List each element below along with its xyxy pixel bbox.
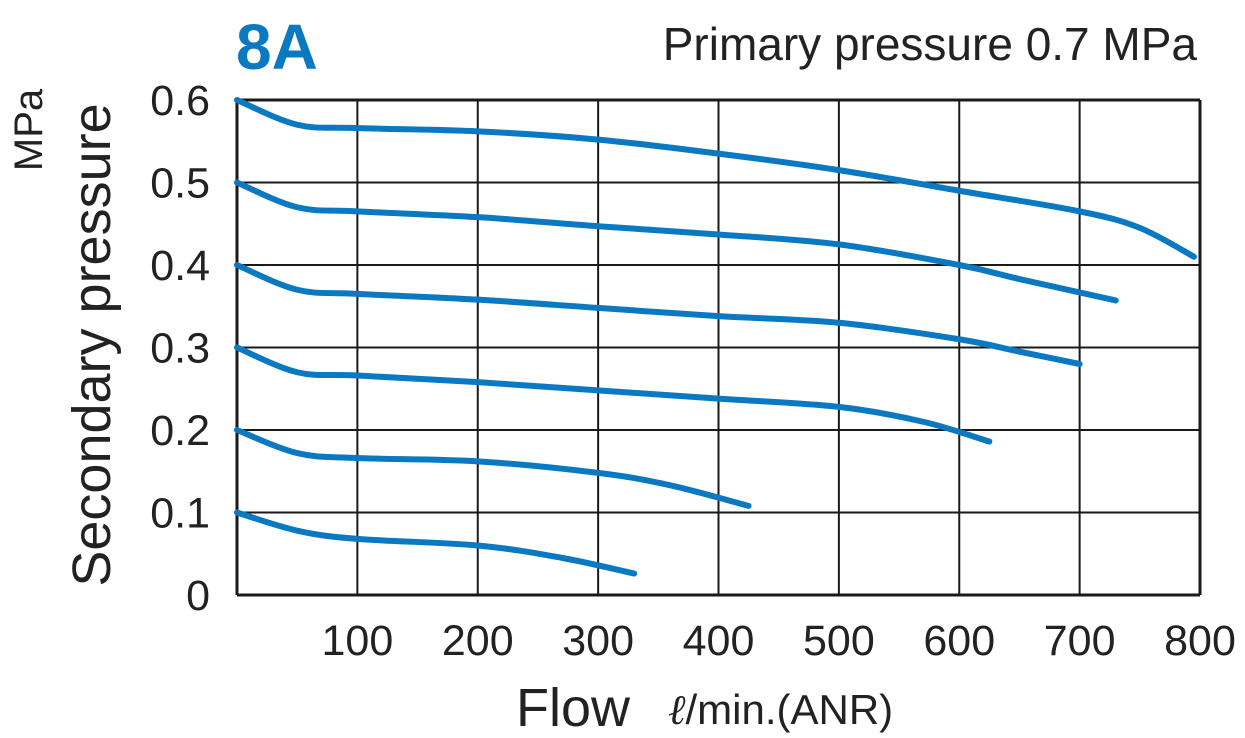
- y-tick-label: 0.1: [150, 490, 210, 538]
- y-tick-label: 0.5: [150, 160, 210, 208]
- chart-subtitle: Primary pressure 0.7 MPa: [663, 18, 1198, 70]
- y-tick-label: 0.4: [150, 242, 210, 290]
- x-tick-label: 600: [923, 617, 995, 665]
- series-line: [234, 179, 1119, 304]
- x-unit-rest: /min.(ANR): [686, 686, 894, 733]
- x-tick-label: 500: [803, 617, 875, 665]
- x-tick-label: 100: [322, 617, 394, 665]
- x-axis-unit: ℓ/min.(ANR): [668, 686, 893, 734]
- series-line: [234, 262, 1083, 367]
- series-line: [234, 97, 1197, 260]
- x-axis-label: Flow: [516, 678, 631, 738]
- chart-title: 8A: [236, 11, 318, 83]
- x-tick-labels: 100 200 300 400 500 600 700 800: [322, 617, 1236, 665]
- y-axis-label: Secondary pressure: [62, 103, 122, 586]
- series-line: [234, 344, 993, 445]
- x-tick-label: 400: [683, 617, 755, 665]
- series-lines: [234, 97, 1197, 577]
- x-tick-label: 800: [1164, 617, 1236, 665]
- y-tick-label: 0.3: [150, 325, 210, 373]
- series-line: [234, 509, 638, 577]
- y-tick-labels: 0 0.1 0.2 0.3 0.4 0.5 0.6: [150, 77, 210, 620]
- x-tick-label: 300: [562, 617, 634, 665]
- series-line: [234, 427, 752, 509]
- grid: [235, 98, 1202, 597]
- x-unit-symbol: ℓ: [668, 688, 686, 734]
- x-tick-label: 200: [442, 617, 514, 665]
- y-tick-label: 0.2: [150, 407, 210, 455]
- y-tick-label: 0.6: [150, 77, 210, 125]
- x-tick-label: 700: [1044, 617, 1116, 665]
- y-tick-label: 0: [186, 572, 210, 620]
- y-axis-unit: MPa: [7, 88, 51, 171]
